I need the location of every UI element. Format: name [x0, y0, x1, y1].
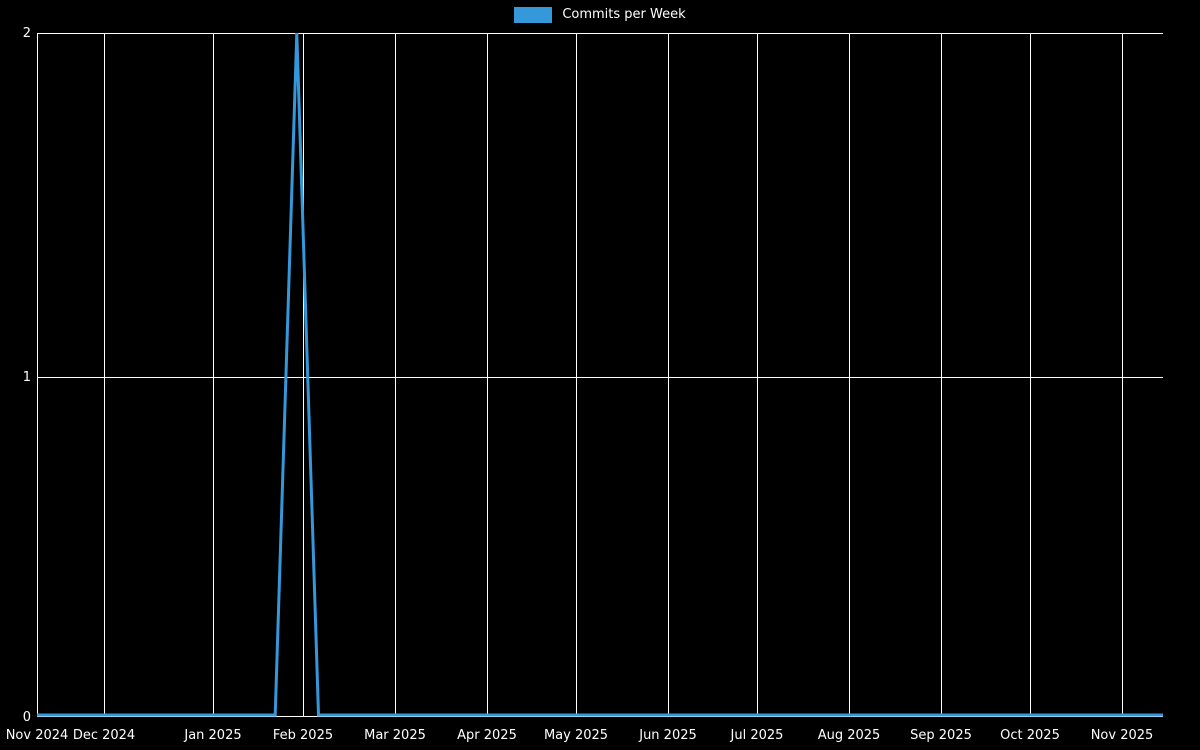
plot-canvas [37, 33, 1163, 717]
legend-item-label: Commits per Week [562, 7, 686, 22]
x-tick-label-dec-2024: Dec 2024 [72, 728, 136, 743]
x-tick-label-may-2025: May 2025 [543, 728, 609, 743]
vertical-gridlines [37, 33, 1123, 717]
chart-legend: Commits per Week [0, 0, 1200, 30]
x-tick-label-nov-2024: Nov 2024 [5, 728, 69, 743]
x-tick-label-apr-2025: Apr 2025 [457, 728, 517, 743]
x-tick-label-sep-2025: Sep 2025 [910, 728, 972, 743]
x-axis-labels: Nov 2024 Dec 2024 Jan 2025 Feb 2025 Mar … [0, 726, 1200, 750]
y-axis-labels: 2 1 0 [0, 0, 31, 750]
horizontal-gridlines [37, 33, 1163, 717]
x-tick-label-nov-2025: Nov 2025 [1090, 728, 1154, 743]
y-tick-label-1: 1 [22, 370, 31, 385]
legend-color-swatch-icon [514, 7, 553, 23]
x-tick-label-aug-2025: Aug 2025 [817, 728, 881, 743]
x-tick-label-jun-2025: Jun 2025 [639, 728, 697, 743]
x-tick-label-oct-2025: Oct 2025 [1000, 728, 1060, 743]
x-tick-label-jul-2025: Jul 2025 [730, 728, 784, 743]
y-tick-label-2: 2 [22, 26, 31, 41]
y-tick-label-0: 0 [22, 710, 31, 725]
plot-area [37, 33, 1163, 717]
x-tick-label-feb-2025: Feb 2025 [272, 728, 334, 743]
x-tick-label-mar-2025: Mar 2025 [364, 728, 426, 743]
legend-item-commits-per-week[interactable]: Commits per Week [514, 7, 686, 23]
x-tick-label-jan-2025: Jan 2025 [184, 728, 242, 743]
series-line-commits-per-week [37, 33, 1163, 717]
